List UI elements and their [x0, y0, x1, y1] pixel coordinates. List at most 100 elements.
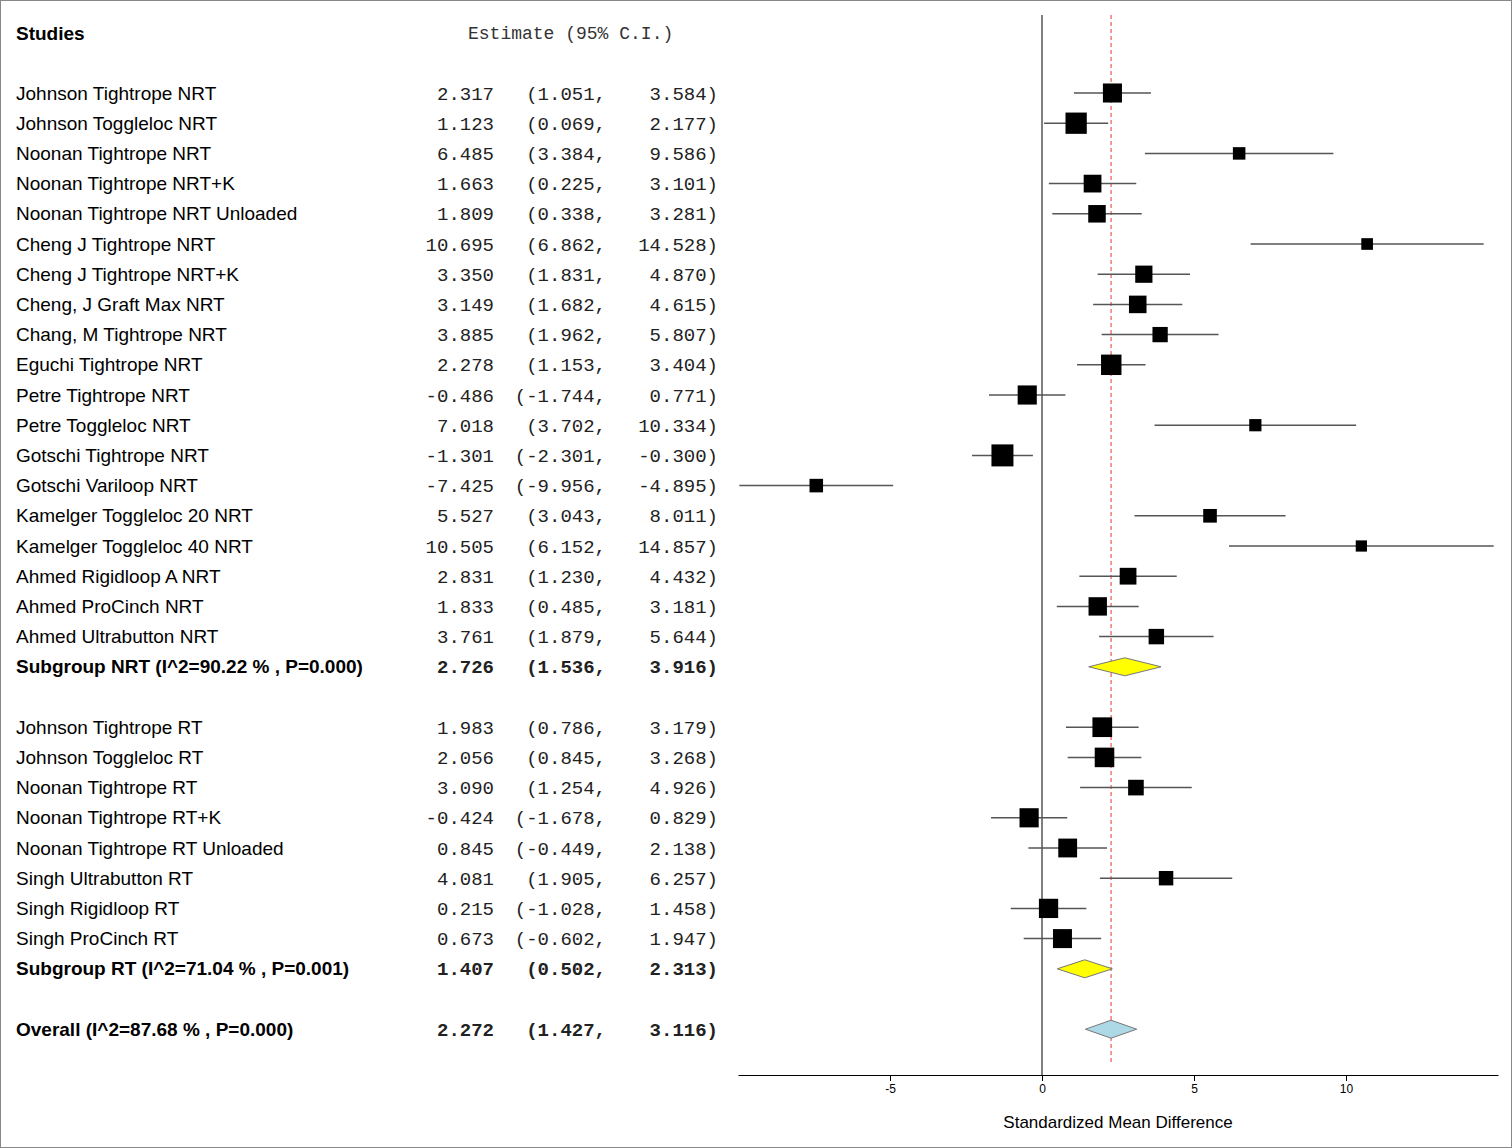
table-text: Johnson Tightrope NRT2.317(1.051,3.584)J… — [16, 83, 718, 1042]
estimate-text: 3.761 — [437, 627, 494, 649]
estimate-text: 3.268) — [650, 748, 718, 770]
estimate-text: 3.281) — [650, 204, 718, 226]
study-estimate — [1095, 748, 1115, 768]
study-label: Noonan Tightrope NRT+K — [16, 173, 235, 194]
study-label: Noonan Tightrope RT+K — [16, 807, 221, 828]
chart-container: StudiesEstimate (95% C.I.)Johnson Tightr… — [0, 0, 1512, 1148]
study-estimate — [1152, 327, 1167, 342]
estimate-text: 1.833 — [437, 597, 494, 619]
estimate-text: (3.702, — [526, 416, 606, 438]
forest-plot: StudiesEstimate (95% C.I.)Johnson Tightr… — [0, 0, 1512, 1148]
frame — [1, 1, 1512, 1148]
x-tick-label: -5 — [885, 1082, 896, 1096]
estimate-text: 2.272 — [437, 1020, 494, 1042]
x-tick-mark — [1346, 1075, 1347, 1081]
estimate-text: 4.926) — [650, 778, 718, 800]
estimate-text: (0.338, — [526, 204, 606, 226]
study-estimate — [1058, 839, 1077, 858]
study-estimate — [1053, 929, 1072, 948]
estimate-text: 3.885 — [437, 325, 494, 347]
estimate-text: (3.384, — [526, 144, 606, 166]
study-label: Subgroup NRT (I^2=90.22 % , P=0.000) — [16, 656, 363, 677]
x-tick-label: 0 — [1039, 1082, 1046, 1096]
estimate-text: (1.536, — [526, 657, 606, 679]
estimate-text: 1.983 — [437, 718, 494, 740]
study-label: Noonan Tightrope NRT Unloaded — [16, 203, 297, 224]
study-label: Eguchi Tightrope NRT — [16, 354, 203, 375]
study-estimate — [1084, 175, 1102, 193]
estimate-text: 1.663 — [437, 174, 494, 196]
estimate-text: (1.682, — [526, 295, 606, 317]
estimate-text: 0.829) — [650, 808, 718, 830]
study-estimate — [1092, 717, 1112, 737]
study-label: Ahmed ProCinch NRT — [16, 596, 204, 617]
estimate-text: 3.149 — [437, 295, 494, 317]
estimate-text: (1.051, — [526, 84, 606, 106]
estimate-text: (1.230, — [526, 567, 606, 589]
estimate-text: 4.870) — [650, 265, 718, 287]
estimate-text: (0.845, — [526, 748, 606, 770]
study-estimate — [810, 479, 824, 493]
overall-reference-line — [1111, 15, 1112, 1062]
estimate-text: (6.862, — [526, 235, 606, 257]
x-tick-mark — [1194, 1075, 1195, 1081]
estimate-text: 1.407 — [437, 959, 494, 981]
estimate-text: 1.809 — [437, 204, 494, 226]
estimate-text: 5.644) — [650, 627, 718, 649]
estimate-text: 3.090 — [437, 778, 494, 800]
estimate-text: 4.615) — [650, 295, 718, 317]
estimate-text: 3.116) — [650, 1020, 718, 1042]
estimate-text: 0.845 — [437, 839, 494, 861]
estimate-text: (1.254, — [526, 778, 606, 800]
x-tick-mark — [890, 1075, 891, 1081]
study-label: Ahmed Ultrabutton NRT — [16, 626, 219, 647]
x-tick-mark — [1042, 1075, 1043, 1081]
study-label: Johnson Toggleloc RT — [16, 747, 204, 768]
study-estimate — [1103, 83, 1122, 102]
study-label: Gotschi Tightrope NRT — [16, 445, 209, 466]
study-estimate — [1089, 597, 1107, 615]
plot-area — [739, 15, 1493, 1075]
study-label: Singh Ultrabutton RT — [16, 868, 193, 889]
column-header: Estimate (95% C.I.) — [468, 24, 673, 44]
estimate-text: (-1.028, — [515, 899, 606, 921]
estimate-text: 6.485 — [437, 144, 494, 166]
study-estimate — [1356, 540, 1367, 551]
estimate-text: 3.179) — [650, 718, 718, 740]
x-tick: 10 — [1340, 1075, 1354, 1096]
x-tick: -5 — [885, 1075, 896, 1096]
estimate-text: -4.895) — [638, 476, 718, 498]
study-estimate — [1135, 266, 1152, 283]
estimate-text: 14.528) — [638, 235, 718, 257]
estimate-text: (0.225, — [526, 174, 606, 196]
study-label: Johnson Tightrope RT — [16, 717, 203, 738]
study-estimate — [1249, 419, 1261, 431]
study-estimate — [1088, 205, 1106, 223]
estimate-text: (-2.301, — [515, 446, 606, 468]
subgroup-diamond — [1057, 960, 1112, 978]
study-label: Johnson Toggleloc NRT — [16, 113, 217, 134]
study-label: Petre Tightrope NRT — [16, 385, 190, 406]
study-estimate — [1149, 629, 1164, 644]
study-label: Kamelger Toggleloc 20 NRT — [16, 505, 253, 526]
study-estimate — [1018, 385, 1037, 404]
estimate-text: 5.807) — [650, 325, 718, 347]
x-tick: 0 — [1039, 1075, 1046, 1096]
estimate-text: (0.502, — [526, 959, 606, 981]
estimate-text: -0.424 — [426, 808, 494, 830]
estimate-text: 8.011) — [650, 506, 718, 528]
study-estimate — [1120, 568, 1137, 585]
study-estimate — [1101, 355, 1121, 375]
estimate-text: 9.586) — [650, 144, 718, 166]
study-label: Singh Rigidloop RT — [16, 898, 180, 919]
estimate-text: 2.138) — [650, 839, 718, 861]
study-label: Noonan Tightrope NRT — [16, 143, 211, 164]
estimate-text: 1.123 — [437, 114, 494, 136]
study-estimate — [1233, 147, 1246, 160]
estimate-text: -1.301 — [426, 446, 494, 468]
study-label: Petre Toggleloc NRT — [16, 415, 191, 436]
estimate-text: 6.257) — [650, 869, 718, 891]
estimate-text: (0.069, — [526, 114, 606, 136]
study-estimate — [1020, 808, 1039, 827]
study-estimate — [991, 444, 1013, 466]
